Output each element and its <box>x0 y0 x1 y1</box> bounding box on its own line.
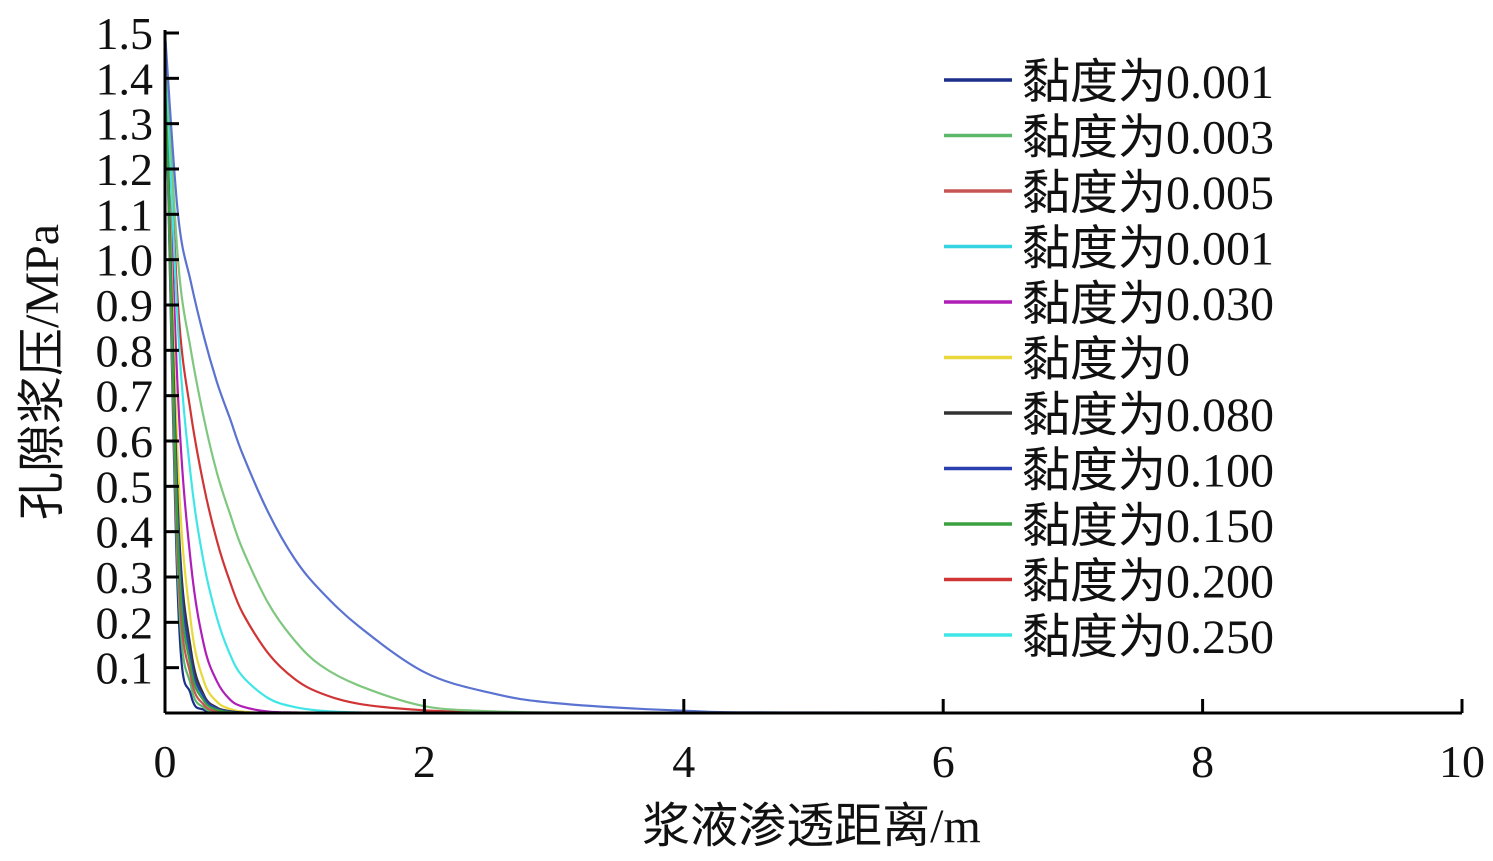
y-tick-label: 0.9 <box>96 280 154 331</box>
y-tick-label: 0.3 <box>96 552 154 603</box>
legend-label: 黏度为0.150 <box>1022 500 1274 553</box>
legend-label: 黏度为0.200 <box>1022 556 1274 609</box>
legend-label: 黏度为0.100 <box>1022 445 1274 498</box>
x-tick-label: 0 <box>154 736 177 787</box>
y-tick-label: 1.3 <box>96 99 154 150</box>
legend-label: 黏度为0 <box>1022 334 1190 387</box>
tick-labels: 0.10.20.30.40.50.60.70.80.91.01.11.21.31… <box>96 8 1486 787</box>
legend: 黏度为0.001黏度为0.003黏度为0.005黏度为0.001黏度为0.030… <box>944 56 1274 664</box>
x-axis-title: 浆液渗透距离/m <box>642 800 981 853</box>
y-tick-label: 1.4 <box>96 53 154 104</box>
x-tick-label: 2 <box>413 736 436 787</box>
axes <box>163 30 1464 715</box>
legend-label: 黏度为0.250 <box>1022 611 1274 664</box>
y-tick-label: 0.2 <box>96 597 154 648</box>
x-tick-label: 8 <box>1191 736 1214 787</box>
y-tick-label: 0.8 <box>96 325 154 376</box>
x-tick-label: 10 <box>1439 736 1485 787</box>
y-tick-label: 0.5 <box>96 461 154 512</box>
legend-label: 黏度为0.030 <box>1022 278 1274 331</box>
legend-label: 黏度为0.003 <box>1022 112 1274 165</box>
y-tick-label: 1.1 <box>96 189 154 240</box>
y-tick-label: 0.7 <box>96 371 154 422</box>
x-tick-label: 4 <box>672 736 695 787</box>
y-tick-label: 1.5 <box>96 8 154 59</box>
y-tick-label: 1.0 <box>96 235 154 286</box>
x-tick-label: 6 <box>932 736 955 787</box>
legend-label: 黏度为0.001 <box>1022 223 1274 276</box>
y-tick-label: 1.2 <box>96 144 154 195</box>
legend-label: 黏度为0.005 <box>1022 167 1274 220</box>
y-tick-label: 0.4 <box>96 507 154 558</box>
y-tick-label: 0.6 <box>96 416 154 467</box>
legend-label: 黏度为0.080 <box>1022 389 1274 442</box>
legend-label: 黏度为0.001 <box>1022 56 1274 109</box>
y-axis-title: 孔隙浆压/MPa <box>16 224 69 520</box>
y-tick-label: 0.1 <box>96 643 154 694</box>
